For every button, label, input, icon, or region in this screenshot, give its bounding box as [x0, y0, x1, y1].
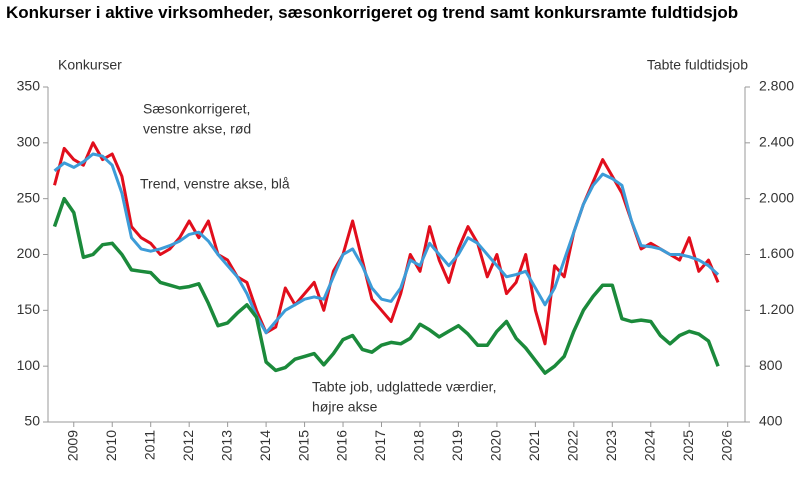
series-line: [53, 141, 720, 346]
y2-tick-label: 2.400: [759, 134, 794, 150]
y2-tick-label: 400: [759, 413, 783, 429]
y2-tick-label: 1.600: [759, 245, 794, 261]
x-tick-label: 2010: [103, 430, 119, 461]
x-tick-label: 2023: [603, 430, 619, 461]
annotation: Tabte job, udglattede værdier,: [312, 379, 496, 395]
annotation: venstre akse, rød: [143, 121, 251, 137]
series-line: [52, 196, 720, 375]
x-tick-label: 2017: [372, 430, 388, 461]
y2-tick-label: 1.200: [759, 301, 794, 317]
x-tick-label: 2026: [718, 430, 734, 461]
y-tick-label: 300: [17, 134, 41, 150]
y-tick-label: 150: [17, 301, 41, 317]
y2-axis-title: Tabte fuldtidsjob: [647, 57, 748, 73]
x-tick-label: 2011: [141, 430, 157, 460]
x-tick-label: 2019: [449, 430, 465, 461]
x-tick-label: 2012: [180, 430, 196, 461]
y-tick-label: 250: [17, 189, 41, 205]
x-tick-label: 2022: [565, 430, 581, 461]
x-tick-label: 2018: [411, 430, 427, 461]
x-tick-label: 2013: [218, 430, 234, 461]
y-tick-label: 100: [17, 357, 41, 373]
y-tick-label: 50: [24, 413, 40, 429]
x-tick-label: 2015: [295, 430, 311, 461]
y2-tick-label: 2.800: [759, 78, 794, 94]
x-tick-label: 2014: [257, 430, 273, 461]
y2-tick-label: 800: [759, 357, 783, 373]
x-tick-label: 2009: [64, 430, 80, 461]
annotation: Trend, venstre akse, blå: [140, 176, 290, 192]
x-tick-label: 2016: [334, 430, 350, 461]
x-tick-label: 2024: [641, 430, 657, 461]
x-tick-label: 2025: [680, 430, 696, 461]
series-line: [53, 152, 720, 335]
y-tick-label: 350: [17, 78, 41, 94]
chart-title: Konkurser i aktive virksomheder, sæsonko…: [6, 3, 739, 22]
x-tick-label: 2021: [526, 430, 542, 461]
annotation: Sæsonkorrigeret,: [143, 101, 250, 117]
y-axis-title: Konkurser: [58, 57, 122, 73]
x-tick-label: 2020: [488, 430, 504, 461]
y2-tick-label: 2.000: [759, 189, 794, 205]
annotation: højre akse: [312, 399, 378, 415]
y-tick-label: 200: [17, 245, 41, 261]
